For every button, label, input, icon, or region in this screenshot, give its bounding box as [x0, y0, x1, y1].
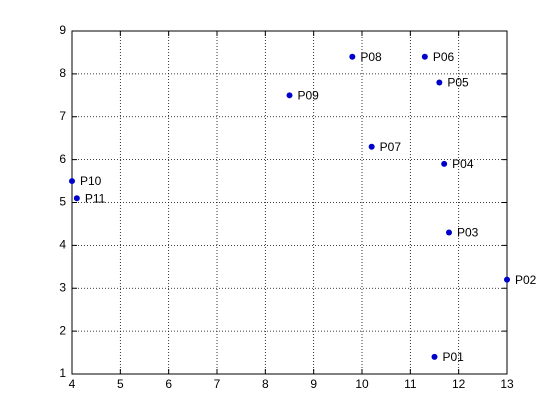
point	[431, 353, 438, 360]
point-label: P05	[447, 76, 469, 90]
y-tick-label: 8	[59, 66, 66, 80]
y-tick-label: 7	[59, 109, 66, 123]
point-label: P08	[360, 50, 382, 64]
point-label: P04	[452, 157, 474, 171]
point	[286, 92, 293, 99]
point-label: P11	[85, 191, 106, 205]
point	[446, 229, 452, 236]
y-tick-label: 2	[59, 323, 66, 337]
y-tick-label: 5	[59, 195, 66, 209]
x-tick-label: 5	[117, 377, 124, 391]
point-label: P01	[443, 350, 465, 364]
x-tick-label: 12	[452, 377, 466, 391]
y-tick-label: 3	[59, 280, 66, 294]
y-tick-label: 4	[59, 238, 66, 252]
point	[421, 53, 428, 60]
point-label: P03	[457, 226, 479, 240]
point-label: P07	[380, 140, 402, 154]
x-tick-label: 4	[69, 377, 76, 391]
x-tick-label: 11	[404, 377, 417, 391]
point	[69, 178, 75, 185]
x-tick-label: 13	[500, 377, 514, 391]
x-tick-label: 10	[355, 377, 369, 391]
x-tick-label: 9	[310, 377, 317, 391]
point-label: P02	[515, 273, 537, 287]
point-label: P09	[298, 88, 320, 102]
y-tick-label: 6	[59, 152, 66, 166]
y-tick-label: 1	[59, 366, 66, 380]
point	[504, 276, 510, 283]
point-label: P10	[80, 174, 102, 188]
x-tick-label: 6	[165, 377, 172, 391]
point	[368, 143, 375, 150]
point	[73, 195, 80, 202]
point	[441, 160, 448, 167]
point	[436, 79, 443, 86]
point	[349, 53, 356, 60]
x-tick-label: 8	[262, 377, 269, 391]
y-tick-label: 9	[59, 23, 66, 37]
x-tick-label: 7	[214, 377, 221, 391]
point-label: P06	[433, 50, 455, 64]
